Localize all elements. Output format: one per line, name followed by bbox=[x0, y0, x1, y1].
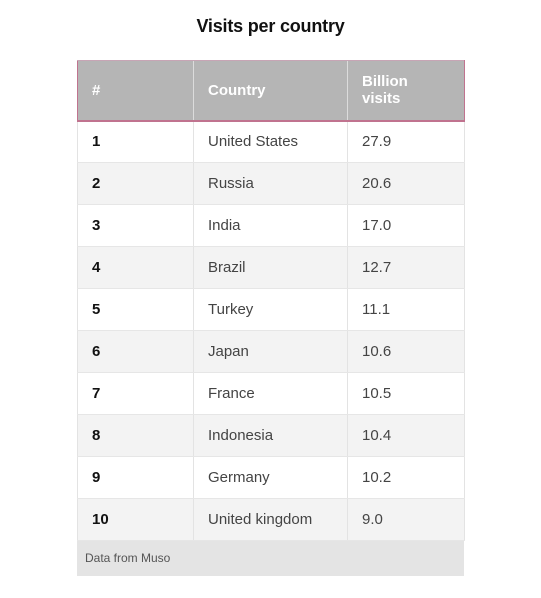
column-header-visits: Billion visits bbox=[347, 60, 465, 122]
rank-cell: 5 bbox=[77, 288, 194, 331]
visits-cell: 10.2 bbox=[347, 456, 465, 499]
rank-cell: 10 bbox=[77, 498, 194, 541]
table-row: 8 Indonesia 10.4 bbox=[77, 414, 465, 457]
visits-cell: 20.6 bbox=[347, 162, 465, 205]
header-row: # Country Billion visits bbox=[77, 60, 465, 122]
visits-cell: 27.9 bbox=[347, 120, 465, 163]
source-note: Data from Muso bbox=[77, 541, 464, 576]
rank-cell: 4 bbox=[77, 246, 194, 289]
country-cell: Germany bbox=[193, 456, 348, 499]
rank-cell: 6 bbox=[77, 330, 194, 373]
table-row: 2 Russia 20.6 bbox=[77, 162, 465, 205]
table-row: 9 Germany 10.2 bbox=[77, 456, 465, 499]
visits-cell: 11.1 bbox=[347, 288, 465, 331]
data-table: # Country Billion visits 1 United States 2… bbox=[77, 60, 465, 541]
data-table-container: # Country Billion visits 1 United States 2… bbox=[77, 60, 465, 576]
country-cell: Japan bbox=[193, 330, 348, 373]
country-cell: France bbox=[193, 372, 348, 415]
visits-cell: 12.7 bbox=[347, 246, 465, 289]
visits-cell: 10.5 bbox=[347, 372, 465, 415]
rank-cell: 7 bbox=[77, 372, 194, 415]
table-row: 4 Brazil 12.7 bbox=[77, 246, 465, 289]
visits-cell: 17.0 bbox=[347, 204, 465, 247]
table-row: 5 Turkey 11.1 bbox=[77, 288, 465, 331]
rank-cell: 8 bbox=[77, 414, 194, 457]
table-row: 10 United kingdom 9.0 bbox=[77, 498, 465, 541]
table-row: 6 Japan 10.6 bbox=[77, 330, 465, 373]
visits-cell: 10.4 bbox=[347, 414, 465, 457]
table-body: 1 United States 27.9 2 Russia 20.6 3 India 17.0 4… bbox=[77, 120, 465, 541]
country-cell: Brazil bbox=[193, 246, 348, 289]
table-row: 1 United States 27.9 bbox=[77, 120, 465, 163]
rank-cell: 1 bbox=[77, 120, 194, 163]
column-header-country: Country bbox=[193, 60, 348, 122]
table-row: 7 France 10.5 bbox=[77, 372, 465, 415]
country-cell: Russia bbox=[193, 162, 348, 205]
column-header-rank: # bbox=[77, 60, 194, 122]
country-cell: Turkey bbox=[193, 288, 348, 331]
table-row: 3 India 17.0 bbox=[77, 204, 465, 247]
rank-cell: 2 bbox=[77, 162, 194, 205]
country-cell: India bbox=[193, 204, 348, 247]
rank-cell: 3 bbox=[77, 204, 194, 247]
country-cell: United kingdom bbox=[193, 498, 348, 541]
chart-title: Visits per country bbox=[196, 16, 345, 36]
country-cell: United States bbox=[193, 120, 348, 163]
country-cell: Indonesia bbox=[193, 414, 348, 457]
visits-cell: 10.6 bbox=[347, 330, 465, 373]
rank-cell: 9 bbox=[77, 456, 194, 499]
table-header: # Country Billion visits bbox=[77, 60, 465, 122]
visits-cell: 9.0 bbox=[347, 498, 465, 541]
